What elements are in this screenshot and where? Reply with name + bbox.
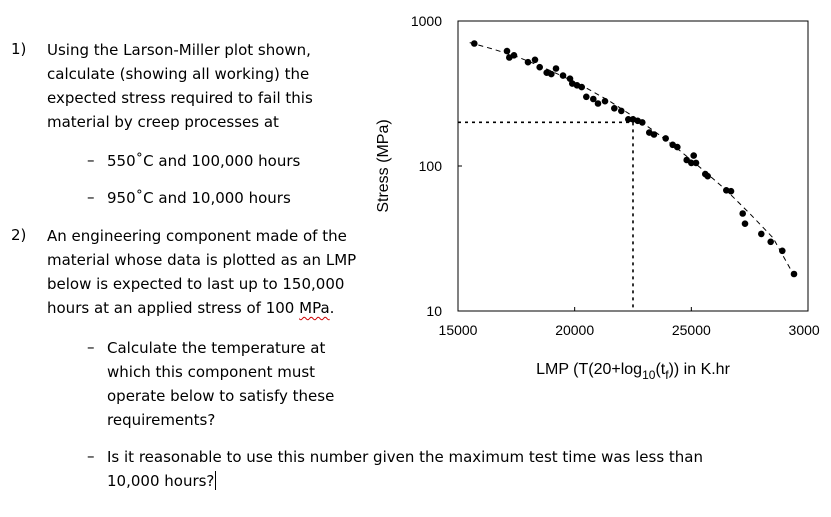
y-tick-label: 10 xyxy=(426,303,442,319)
q1-number: 1) xyxy=(11,40,27,58)
x-tick-label: 20000 xyxy=(555,322,594,338)
data-point xyxy=(552,65,560,72)
data-point xyxy=(524,58,532,66)
q1-bullet-1: 550˚C and 100,000 hours xyxy=(107,152,301,170)
data-point xyxy=(503,47,511,55)
q2-line-4-text: hours at an applied stress of 100 xyxy=(47,299,300,317)
q2-bullet-1-line-3: operate below to satisfy these xyxy=(107,387,335,405)
data-point xyxy=(727,187,735,195)
x-axis-label-part: (t xyxy=(655,361,665,378)
data-point xyxy=(690,152,697,159)
q2-bullet-2-line-2[interactable]: 10,000 hours? xyxy=(107,471,217,491)
bullet-dash: – xyxy=(87,151,95,169)
q2-line-4: hours at an applied stress of 100 MPa. xyxy=(47,298,334,318)
bullet-dash: – xyxy=(87,447,95,465)
q1-line-4: material by creep processes at xyxy=(47,113,279,131)
q2-line-4-tail: . xyxy=(329,299,335,317)
q2-number: 2) xyxy=(11,226,27,244)
data-point xyxy=(688,159,695,167)
q1-line-1: Using the Larson-Miller plot shown, xyxy=(47,41,311,59)
q2-bullet-2-text: 10,000 hours? xyxy=(107,472,215,490)
data-point xyxy=(662,135,669,142)
data-point xyxy=(548,70,555,78)
y-tick-label: 1000 xyxy=(411,13,442,29)
x-axis-label-part: LMP (T(20+log xyxy=(536,361,642,378)
q2-bullet-2-line-1: Is it reasonable to use this number give… xyxy=(107,448,704,466)
data-point xyxy=(650,131,658,138)
data-point xyxy=(625,116,632,123)
data-point xyxy=(594,100,602,107)
data-point xyxy=(692,159,700,167)
x-axis-label-part: )) in K.hr xyxy=(669,361,731,378)
data-point xyxy=(739,210,746,217)
q2-line-3: below is expected to last up to 150,000 xyxy=(47,275,345,293)
data-point xyxy=(779,247,786,255)
data-point xyxy=(790,270,798,278)
data-point xyxy=(767,238,774,246)
q1-bullet-2: 950˚C and 10,000 hours xyxy=(107,189,291,207)
y-tick-label: 100 xyxy=(419,158,443,174)
data-point xyxy=(618,107,625,115)
x-axis-label-part: f xyxy=(665,368,669,382)
spellcheck-word: MPa xyxy=(299,299,330,317)
q1-line-3: expected stress required to fail this xyxy=(47,89,313,107)
data-point xyxy=(741,220,749,227)
q2-bullet-1-line-2: which this component must xyxy=(107,363,316,381)
data-point xyxy=(471,40,478,47)
x-tick-label: 15000 xyxy=(439,322,478,338)
x-axis-label-part: 10 xyxy=(642,368,656,382)
data-point xyxy=(674,143,681,151)
q2-line-2: material whose data is plotted as an LMP xyxy=(47,251,357,269)
data-point xyxy=(578,83,585,91)
data-point xyxy=(758,230,765,238)
x-tick-label: 25000 xyxy=(672,322,711,338)
data-point xyxy=(590,95,597,103)
q2-bullet-1-line-1: Calculate the temperature at xyxy=(107,339,326,357)
data-point xyxy=(531,56,539,64)
data-point xyxy=(601,97,609,105)
data-point xyxy=(536,63,543,71)
data-point xyxy=(510,52,518,59)
data-point xyxy=(704,172,711,180)
data-point xyxy=(611,105,618,112)
y-axis-label: Stress (MPa) xyxy=(375,119,392,212)
data-point xyxy=(639,119,646,126)
x-tick-label: 30000 xyxy=(789,322,820,338)
q2-bullet-1-line-4: requirements? xyxy=(107,411,216,429)
larson-miller-chart: 15000 20000 25000 30000 10 100 1000 Stress (MP… xyxy=(375,13,820,382)
bullet-dash: – xyxy=(87,188,95,206)
data-point xyxy=(566,75,574,82)
text-cursor xyxy=(215,471,217,490)
data-point xyxy=(559,72,567,79)
bullet-dash: – xyxy=(87,338,95,356)
q1-line-2: calculate (showing all working) the xyxy=(47,65,310,83)
x-axis-label: LMP (T(20+log10(tf)) in K.hr xyxy=(536,361,730,382)
q2-line-1: An engineering component made of the xyxy=(47,227,347,245)
data-point xyxy=(583,93,590,101)
